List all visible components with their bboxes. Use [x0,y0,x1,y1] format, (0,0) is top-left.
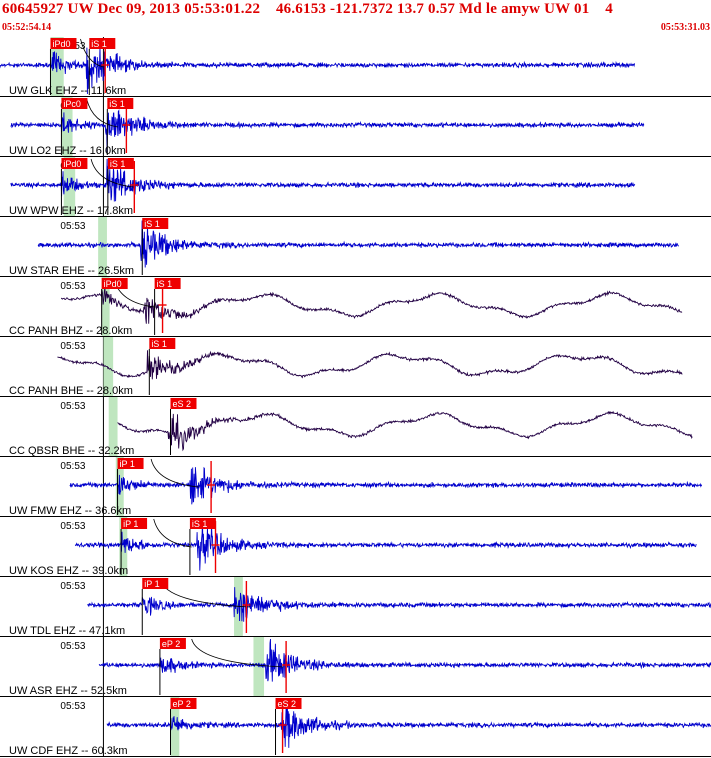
minute-tick-label: 05:53 [60,701,85,712]
pick-label: iP 1 [123,519,138,529]
waveform [10,158,636,202]
pick-label: iPd0 [63,159,81,169]
waveform [37,220,679,268]
pick-label: iP 1 [120,459,135,469]
trace-row: 05:53 iP 1 UW FMW EHZ -- 36.6km [0,457,711,517]
trace-row: 05:53 iPd0 iS 1 CC PANH BHZ -- 28.0km [0,277,711,337]
event-title: 60645927 UW Dec 09, 2013 05:53:01.22 46.… [2,1,613,17]
trace-row: 05:53iPc0iS 1UW LO2 EHZ -- 16.0km [0,97,711,157]
pick-label: eS 2 [278,699,297,709]
minute-tick-label: 05:53 [60,401,85,412]
pick-label-box [107,98,134,109]
pick-label-box [170,398,197,409]
pick-label: iPc0 [63,99,81,109]
station-label: UW LO2 EHZ -- 16.0km [9,145,126,157]
pick-label-box [189,518,216,529]
waveform [57,350,683,380]
travel-time-curve [153,518,192,548]
travel-time-curve [150,458,199,488]
pick-label-box [89,38,116,49]
pick-label: iPd0 [52,39,70,49]
trace-row: 05:53 eS 2 CC QBSR BHE -- 32.2km [0,397,711,457]
pick-window [119,517,128,576]
pick-window [108,397,118,456]
pick-label: iPd0 [104,279,122,289]
station-label: CC QBSR BHE -- 32.2km [9,445,134,457]
waveform [69,466,703,505]
trace-row: 05:53 iS 1 UW STAR EHE -- 26.5km [0,217,711,277]
minute-tick-label: 05:53 [60,341,85,352]
pick-label-box [101,278,128,289]
pick-label-box [149,338,176,349]
window-start-time: 05:52:54.14 [2,22,52,33]
station-label: UW ASR EHZ -- 52.5km [9,685,127,697]
pick-label-box [159,638,186,649]
pick-label: iS 1 [110,159,126,169]
pick-label-box [50,38,77,49]
seismogram-plot: 05:53 iPd0 iS 1 UW GLK EHZ -- 11.6km 05:53 iP… [0,37,711,757]
station-label: UW STAR EHE -- 26.5km [9,265,134,277]
station-label: UW WPW EHZ -- 17.8km [9,205,133,217]
pick-label: iS 1 [91,39,107,49]
record-header: 60645927 UW Dec 09, 2013 05:53:01.22 46.… [0,0,711,36]
pick-label: iP 1 [144,579,159,589]
station-label: CC PANH BHE -- 28.0km [9,385,133,397]
waveform [61,287,683,324]
station-label: UW GLK EHZ -- 11.6km [9,85,126,97]
pick-label-box [170,698,197,709]
station-label: UW FMW EHZ -- 36.6km [9,505,131,517]
trace-row: 05:53 iP 1 UW TDL EHZ -- 47.1km [0,577,711,637]
minute-tick-label: 05:53 [60,521,85,532]
window-end-time: 05:53:31.03 [660,22,710,33]
pick-label: iS 1 [144,219,160,229]
trace-row: 05:53 iS 1 CC PANH BHE -- 28.0km [0,337,711,397]
travel-time-curve [191,638,284,668]
pick-label: iS 1 [192,519,208,529]
pick-label: eP 2 [162,639,180,649]
station-label: UW TDL EHZ -- 47.1km [9,625,125,637]
station-label: CC PANH BHZ -- 28.0km [9,325,132,337]
pick-label-box [107,158,134,169]
pick-label-box [121,518,148,529]
minute-tick-label: 05:53 [60,461,85,472]
pick-window [103,337,114,396]
pick-label: iS 1 [109,99,125,109]
travel-time-curve [90,158,134,188]
pick-label: eP 2 [172,699,190,709]
minute-tick-label: 05:53 [60,581,85,592]
travel-time-curve [86,98,118,128]
waveform [117,410,693,452]
trace-row: 05:53 eP 2 UW ASR EHZ -- 52.5km [0,637,711,697]
minute-tick-label: 05:53 [60,221,85,232]
pick-label-box [117,458,144,469]
pick-window [170,697,180,756]
pick-label-box [142,578,169,589]
minute-tick-label: 05:53 [60,281,85,292]
waveform [106,707,711,748]
station-label: UW KOS EHZ -- 39.0km [9,565,128,577]
pick-label-box [61,158,88,169]
station-label: UW CDF EHZ -- 60.3km [9,745,128,757]
waveform [10,109,645,153]
pick-label-box [61,98,88,109]
pick-label: eS 2 [172,399,191,409]
waveform [74,520,697,571]
pick-label-box [142,218,169,229]
pick-label-box [154,278,181,289]
trace-row: 05:53 eP 2 eS 2 UW CDF EHZ -- 60.3km [0,697,711,757]
pick-label: iS 1 [157,279,173,289]
trace-row: 05:53 iP 1 iS 1 UW KOS EHZ -- 39.0km [0,517,711,577]
waveform [98,638,711,682]
minute-tick-label: 05:53 [60,641,85,652]
pick-label-box [275,698,302,709]
pick-window [101,277,110,336]
waveform [87,587,711,622]
pick-label: iS 1 [151,339,167,349]
